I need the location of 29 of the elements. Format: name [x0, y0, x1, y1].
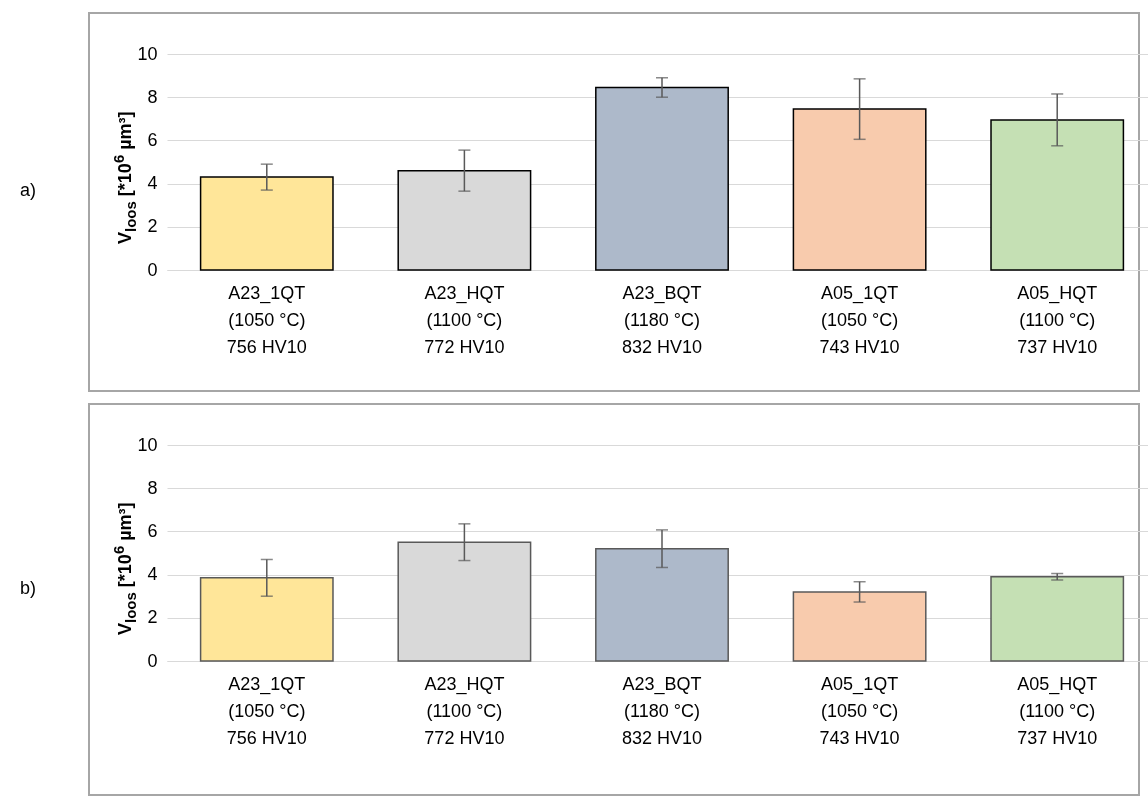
- y-tick-label: 2: [147, 607, 158, 628]
- x-tick-label: A23_BQT (1180 °C) 832 HV10: [621, 282, 703, 357]
- x-tick-label: A23_HQT (1100 °C) 772 HV10: [424, 673, 505, 748]
- x-tick-label: A23_1QT (1050 °C) 756 HV10: [226, 282, 307, 357]
- x-tick-label: A05_1QT (1050 °C) 743 HV10: [819, 282, 900, 357]
- x-tick-label: A23_1QT (1050 °C) 756 HV10: [226, 673, 307, 748]
- y-tick-label: 6: [147, 129, 158, 150]
- y-tick-label: 8: [147, 477, 158, 498]
- x-tick-label: A05_HQT (1100 °C) 737 HV10: [1017, 282, 1098, 357]
- text: b): [20, 577, 37, 599]
- y-tick-label: 4: [147, 173, 158, 194]
- x-tick-label: A23_BQT (1180 °C) 832 HV10: [621, 673, 703, 748]
- y-tick-label: 4: [147, 564, 158, 585]
- x-tick-label: A23_HQT (1100 °C) 772 HV10: [424, 282, 505, 357]
- bar: [792, 108, 927, 271]
- y-tick-label: 10: [137, 43, 158, 64]
- y-tick-label: 8: [147, 86, 158, 107]
- bar: [595, 86, 729, 271]
- y-tick-label: 0: [147, 259, 158, 280]
- bar: [990, 576, 1125, 662]
- x-tick-label: A05_1QT (1050 °C) 743 HV10: [819, 673, 900, 748]
- text: a): [20, 180, 37, 201]
- y-tick-label: 2: [147, 216, 158, 237]
- y-tick-label: 6: [147, 520, 158, 541]
- bar: [990, 119, 1125, 271]
- y-tick-label: 0: [147, 650, 158, 671]
- x-tick-label: A05_HQT (1100 °C) 737 HV10: [1017, 673, 1098, 748]
- bar: [199, 176, 334, 271]
- y-tick-label: 10: [137, 434, 158, 455]
